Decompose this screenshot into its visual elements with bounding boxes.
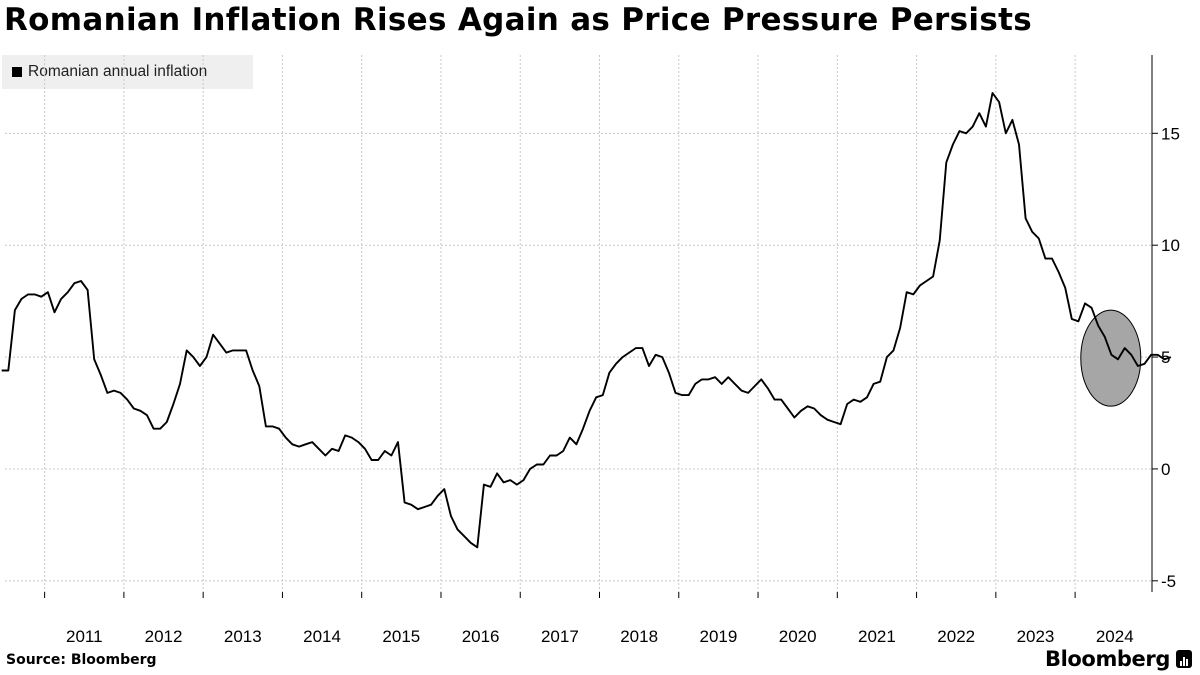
y-axis-ticks: 15 10 5 0 -5 bbox=[1152, 124, 1180, 591]
y-tick-label: 15 bbox=[1161, 124, 1180, 143]
bloomberg-logo: Bloomberg bbox=[1045, 647, 1192, 671]
y-tick-label: -5 bbox=[1161, 572, 1176, 591]
gridlines bbox=[5, 55, 1152, 592]
y-tick-label: 5 bbox=[1161, 348, 1170, 367]
x-tick-label: 2023 bbox=[1017, 627, 1055, 646]
legend-label: Romanian annual inflation bbox=[28, 63, 208, 80]
x-tick-label: 2014 bbox=[303, 627, 341, 646]
x-tick-label: 2017 bbox=[541, 627, 579, 646]
x-tick-label: 2021 bbox=[858, 627, 896, 646]
x-tick-label: 2013 bbox=[224, 627, 262, 646]
legend-swatch bbox=[12, 67, 22, 77]
x-tick-label: 2022 bbox=[937, 627, 975, 646]
x-axis-ticks: 2011 2012 2013 2014 2015 2016 2017 2018 2019 2020… bbox=[44, 592, 1134, 646]
x-tick-label: 2011 bbox=[66, 627, 103, 646]
y-tick-label: 10 bbox=[1161, 236, 1180, 255]
chart-title: Romanian Inflation Rises Again as Price … bbox=[4, 2, 1032, 38]
bloomberg-bars-icon bbox=[1176, 650, 1192, 668]
x-tick-label: 2015 bbox=[382, 627, 420, 646]
x-tick-label: 2016 bbox=[462, 627, 500, 646]
brand-name: Bloomberg bbox=[1044, 647, 1170, 671]
x-tick-label: 2018 bbox=[620, 627, 658, 646]
highlight-layer bbox=[1080, 309, 1142, 407]
source-note: Source: Bloomberg bbox=[6, 652, 157, 668]
x-tick-label: 2019 bbox=[699, 627, 737, 646]
y-tick-label: 0 bbox=[1161, 460, 1170, 479]
series-layer bbox=[1, 92, 1172, 549]
x-tick-label: 2020 bbox=[779, 627, 817, 646]
x-tick-label: 2012 bbox=[145, 627, 183, 646]
highlight-ellipse bbox=[1080, 309, 1142, 407]
series-line bbox=[1, 92, 1172, 549]
x-tick-label: 2024 bbox=[1096, 627, 1134, 646]
legend: Romanian annual inflation bbox=[2, 55, 253, 89]
